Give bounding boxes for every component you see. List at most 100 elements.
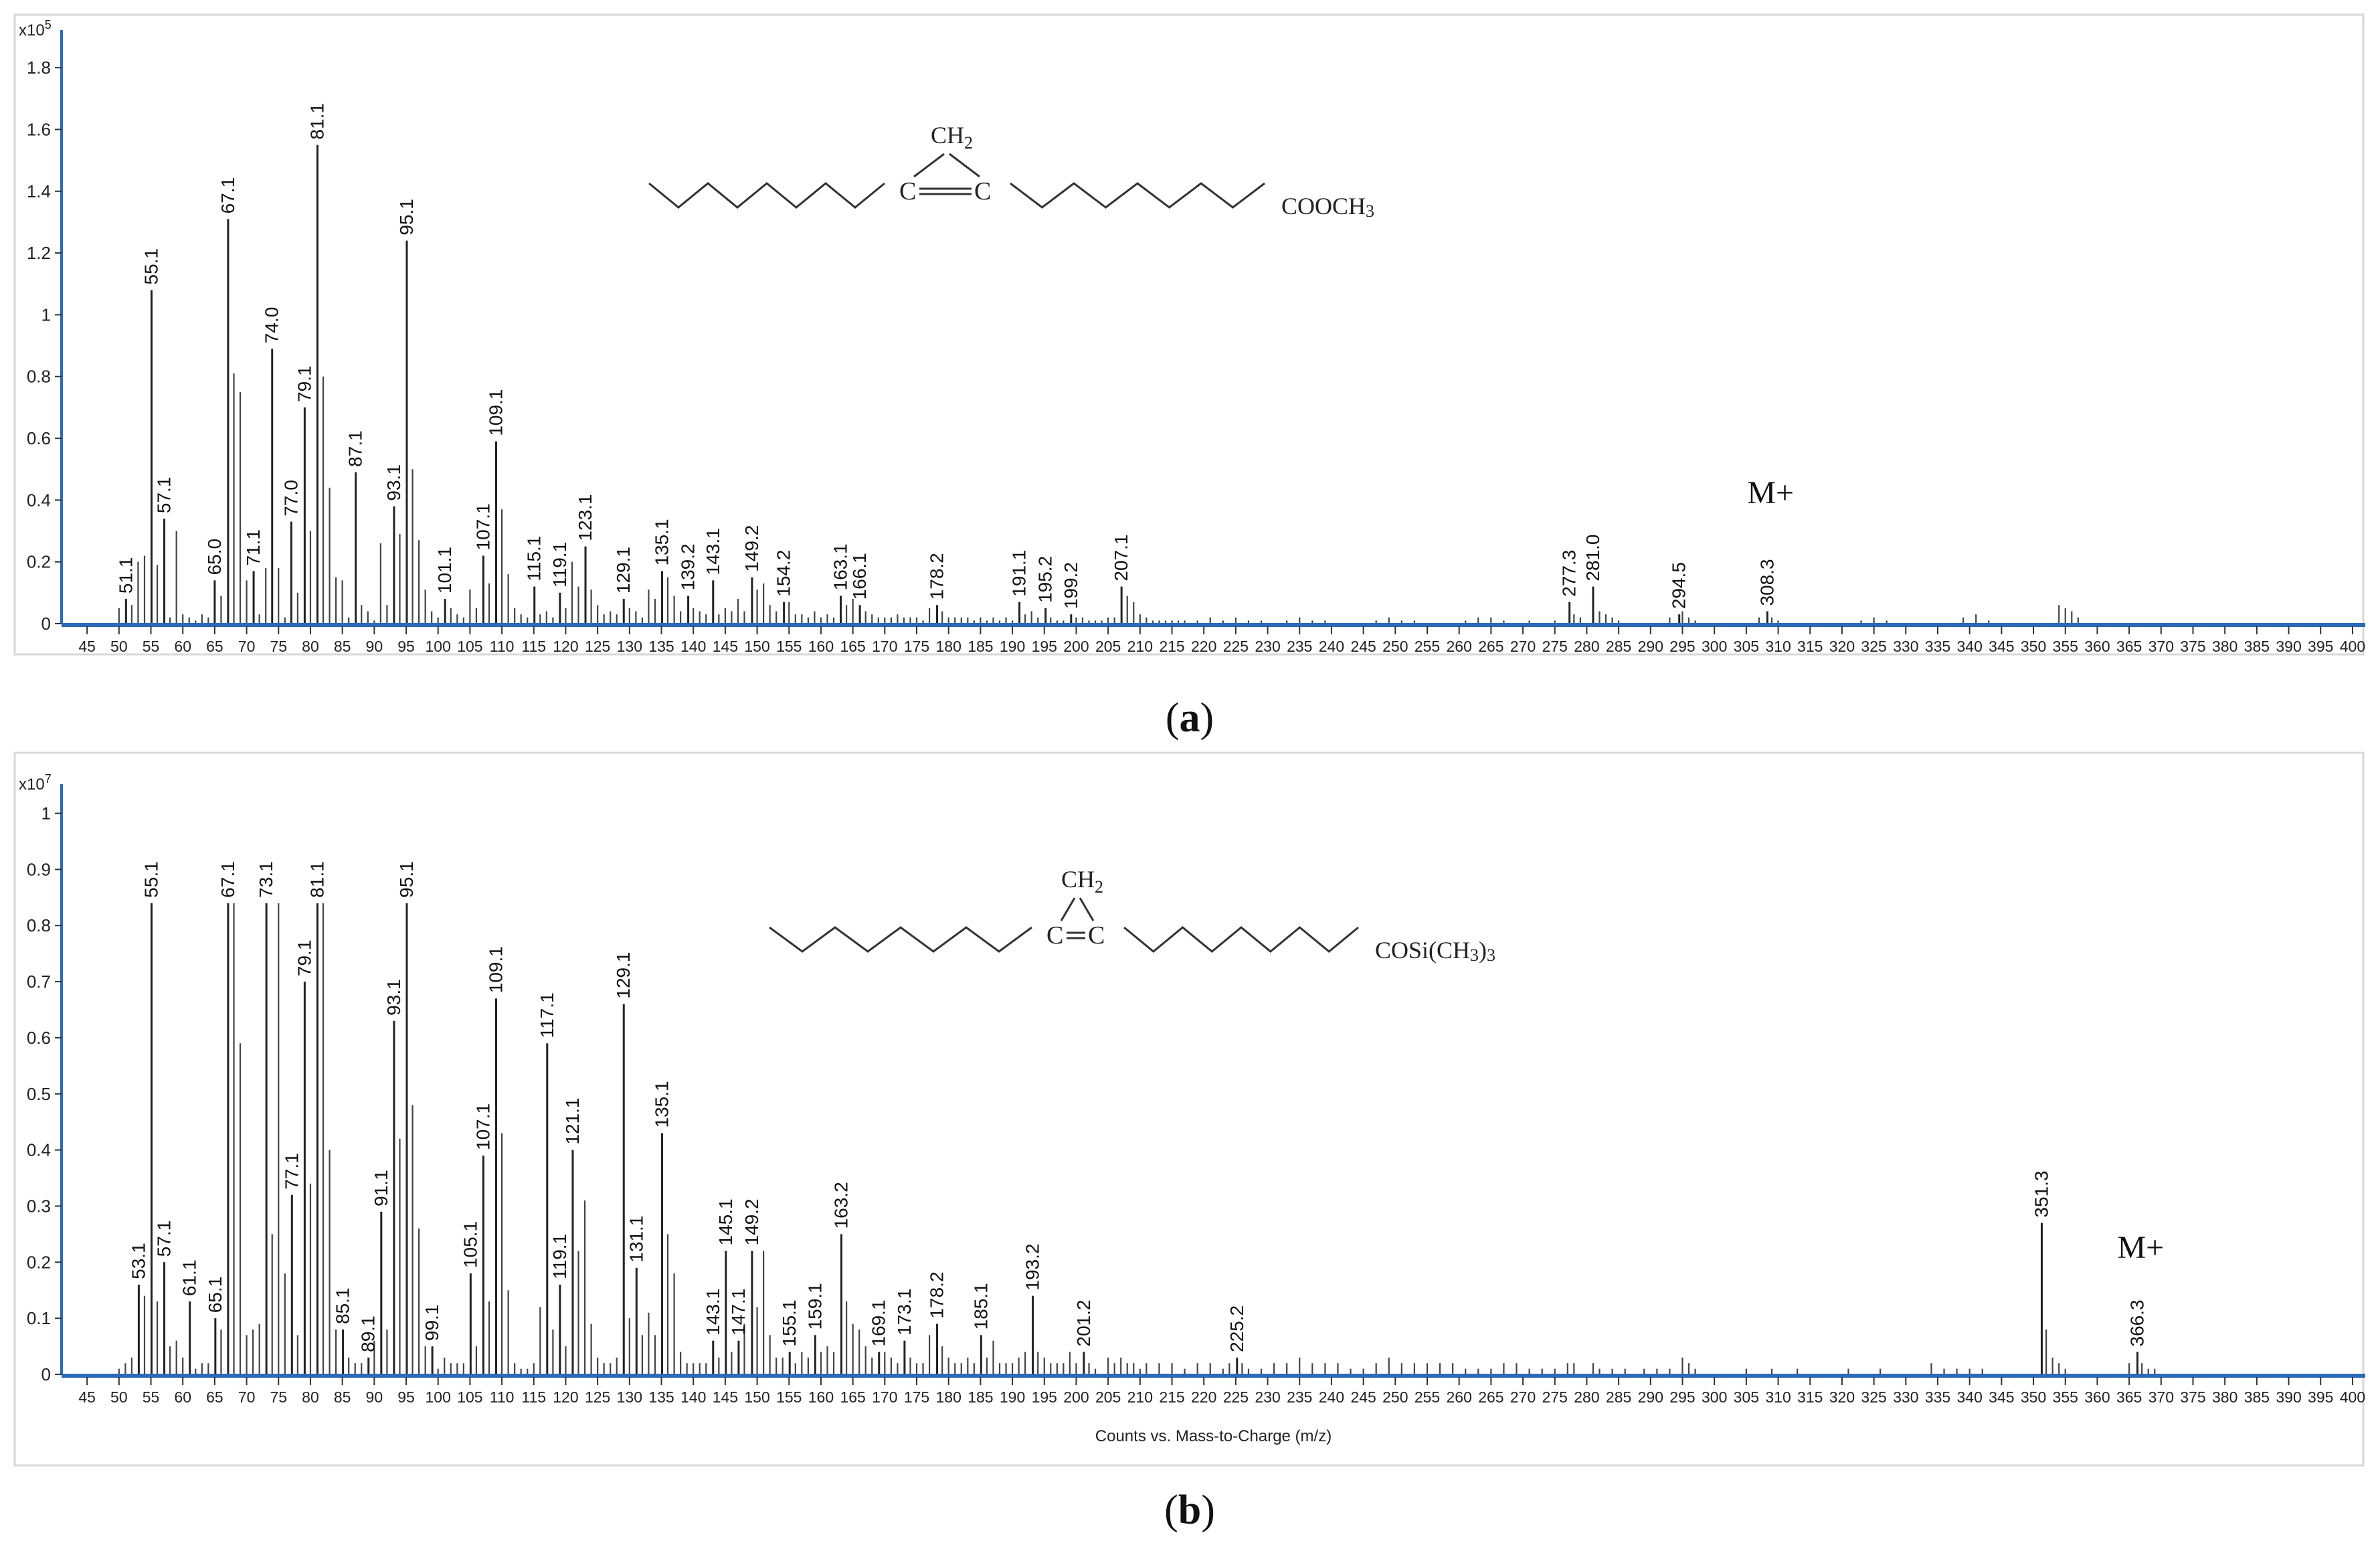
peak-label: 135.1 (651, 1081, 672, 1127)
x-tick-label: 110 (490, 1388, 515, 1406)
peak-label: 73.1 (256, 861, 276, 898)
ring-bond-left (1060, 897, 1076, 921)
x-tick-label: 80 (302, 638, 319, 655)
x-tick-label: 95 (397, 638, 415, 655)
x-tick-label: 345 (1989, 638, 2014, 655)
x-tick-label: 60 (174, 1388, 191, 1406)
x-tick-label: 315 (1797, 1388, 1823, 1406)
x-tick-label: 220 (1191, 1388, 1216, 1406)
y-tick-label: 0.2 (27, 552, 51, 572)
y-multiplier: x105 (19, 18, 52, 39)
ring-carbon-right: C (1088, 921, 1105, 949)
x-tick-label: 160 (808, 638, 834, 655)
x-tick-label: 400 (2340, 638, 2365, 655)
peak-label: 99.1 (422, 1305, 442, 1342)
x-tick-label: 270 (1510, 1388, 1536, 1406)
x-tick-label: 250 (1382, 638, 1408, 655)
x-tick-label: 145 (713, 638, 738, 655)
x-tick-label: 80 (302, 1388, 319, 1406)
peak-label: 65.1 (205, 1277, 225, 1313)
y-multiplier: x107 (19, 772, 52, 794)
x-tick-label: 360 (2084, 1388, 2110, 1406)
y-tick-label: 0.8 (27, 915, 51, 935)
x-tick-label: 350 (2021, 1388, 2046, 1406)
alkyl-chain-right (1123, 926, 1359, 953)
end-group: COSi(CH3)3 (1375, 937, 1495, 965)
x-tick-label: 355 (2053, 1388, 2078, 1406)
x-tick-label: 130 (617, 638, 642, 655)
y-tick-label: 1.8 (27, 58, 51, 78)
x-tick-label: 320 (1829, 1388, 1855, 1406)
peak-label: 61.1 (179, 1260, 200, 1297)
x-tick-label: 365 (2116, 638, 2142, 655)
x-tick-label: 170 (872, 1388, 897, 1406)
x-tick-label: 360 (2084, 638, 2110, 655)
ring-carbon-left: C (1046, 921, 1063, 949)
peak-label: 93.1 (383, 979, 404, 1016)
x-tick-label: 305 (1734, 638, 1759, 655)
y-tick-label: 0.2 (27, 1252, 51, 1272)
peak-label: 117.1 (537, 992, 557, 1038)
x-tick-label: 140 (680, 638, 706, 655)
y-tick-label: 0.7 (27, 972, 51, 992)
x-tick-label: 160 (808, 1388, 834, 1406)
x-tick-label: 370 (2148, 1388, 2174, 1406)
x-tick-label: 330 (1893, 1388, 1918, 1406)
x-tick-label: 105 (457, 638, 482, 655)
x-tick-label: 115 (521, 638, 546, 655)
y-tick-label: 0.3 (27, 1196, 51, 1216)
x-tick-label: 280 (1574, 638, 1599, 655)
peak-label: 109.1 (485, 946, 506, 993)
x-tick-label: 135 (648, 638, 674, 655)
x-tick-label: 375 (2180, 638, 2205, 655)
x-tick-label: 75 (270, 638, 287, 655)
x-tick-label: 90 (366, 1388, 383, 1406)
peak-label: 57.1 (154, 1220, 175, 1257)
x-tick-label: 190 (1000, 1388, 1025, 1406)
x-tick-label: 170 (872, 638, 897, 655)
x-tick-label: 225 (1223, 638, 1249, 655)
peak-label: 91.1 (371, 1170, 391, 1206)
x-tick-label: 395 (2308, 638, 2333, 655)
x-tick-label: 155 (776, 1388, 802, 1406)
panel-caption: (b) (1164, 1487, 1215, 1533)
x-tick-label: 290 (1638, 1388, 1663, 1406)
peak-label: 51.1 (115, 557, 136, 594)
x-tick-label: 245 (1350, 1388, 1376, 1406)
peak-label: 79.1 (294, 940, 314, 977)
x-tick-label: 60 (174, 638, 191, 655)
x-tick-label: 165 (840, 1388, 865, 1406)
methylene-group: CH2 (931, 122, 973, 153)
peak-label: 109.1 (485, 389, 506, 436)
x-tick-label: 120 (553, 638, 578, 655)
x-tick-label: 340 (1956, 1388, 1982, 1406)
x-tick-label: 365 (2116, 1388, 2142, 1406)
peak-label: 195.2 (1035, 556, 1056, 603)
peak-label: 77.0 (280, 480, 301, 517)
x-tick-label: 390 (2276, 1388, 2301, 1406)
y-tick-label: 1 (41, 304, 51, 325)
x-tick-label: 65 (206, 1388, 223, 1406)
peak-label: 193.2 (1022, 1244, 1043, 1291)
x-tick-label: 340 (1956, 638, 1982, 655)
x-tick-label: 380 (2212, 638, 2237, 655)
x-tick-label: 70 (238, 1388, 256, 1406)
x-tick-label: 175 (904, 1388, 929, 1406)
peak-label: 163.1 (830, 543, 851, 590)
peak-label: 81.1 (306, 103, 327, 140)
peak-label: 95.1 (396, 861, 417, 898)
x-tick-label: 265 (1478, 638, 1503, 655)
x-tick-label: 290 (1638, 638, 1663, 655)
x-tick-label: 100 (426, 1388, 451, 1406)
peak-label: 154.2 (773, 550, 794, 597)
x-tick-label: 165 (840, 638, 865, 655)
x-tick-label: 180 (936, 1388, 962, 1406)
peak-label: 119.1 (549, 1234, 570, 1279)
x-tick-label: 280 (1574, 1388, 1599, 1406)
x-tick-label: 295 (1669, 1388, 1695, 1406)
y-tick-label: 0.9 (27, 859, 51, 879)
peak-label: 131.1 (626, 1216, 646, 1263)
spectrum-panel-b: x107 0 0.1 0.2 0.3 0.4 0.5 0.6 0.7 0.8 0.9 1 53.1 55.… (13, 751, 2365, 1533)
peak-label: 166.1 (849, 553, 870, 600)
x-tick-label: 190 (1000, 638, 1025, 655)
